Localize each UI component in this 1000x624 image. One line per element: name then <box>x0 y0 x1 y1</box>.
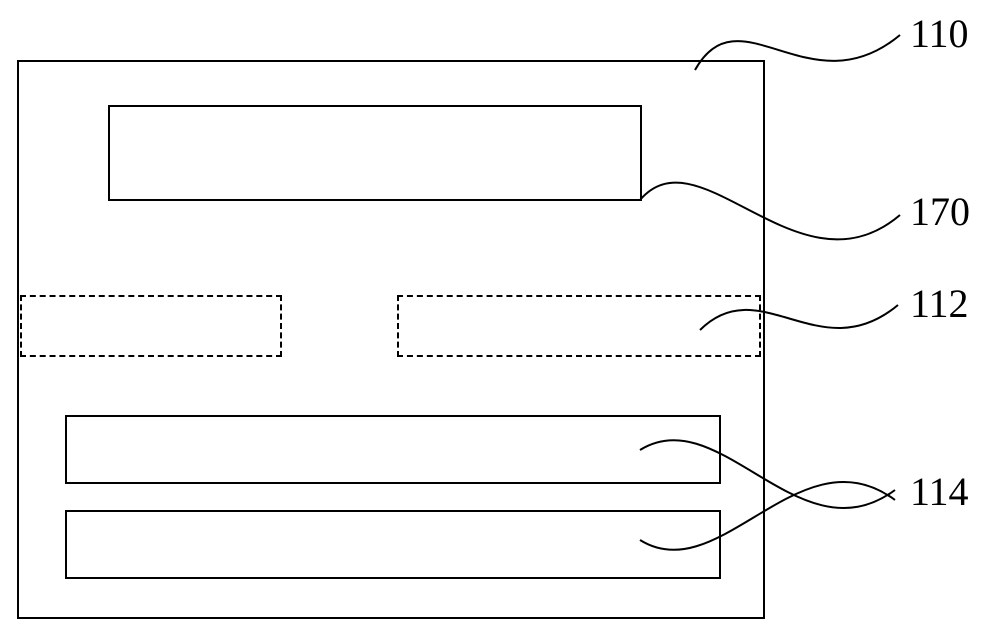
diagram-canvas: 110 170 112 114 <box>0 0 1000 624</box>
box-114-bottom <box>65 510 721 579</box>
box-112-right <box>397 295 761 357</box>
box-170 <box>108 105 642 201</box>
box-114-top <box>65 415 721 484</box>
box-112-left <box>20 295 282 357</box>
label-170: 170 <box>910 188 970 235</box>
label-112: 112 <box>910 280 969 327</box>
label-114: 114 <box>910 468 969 515</box>
label-110: 110 <box>910 10 969 57</box>
